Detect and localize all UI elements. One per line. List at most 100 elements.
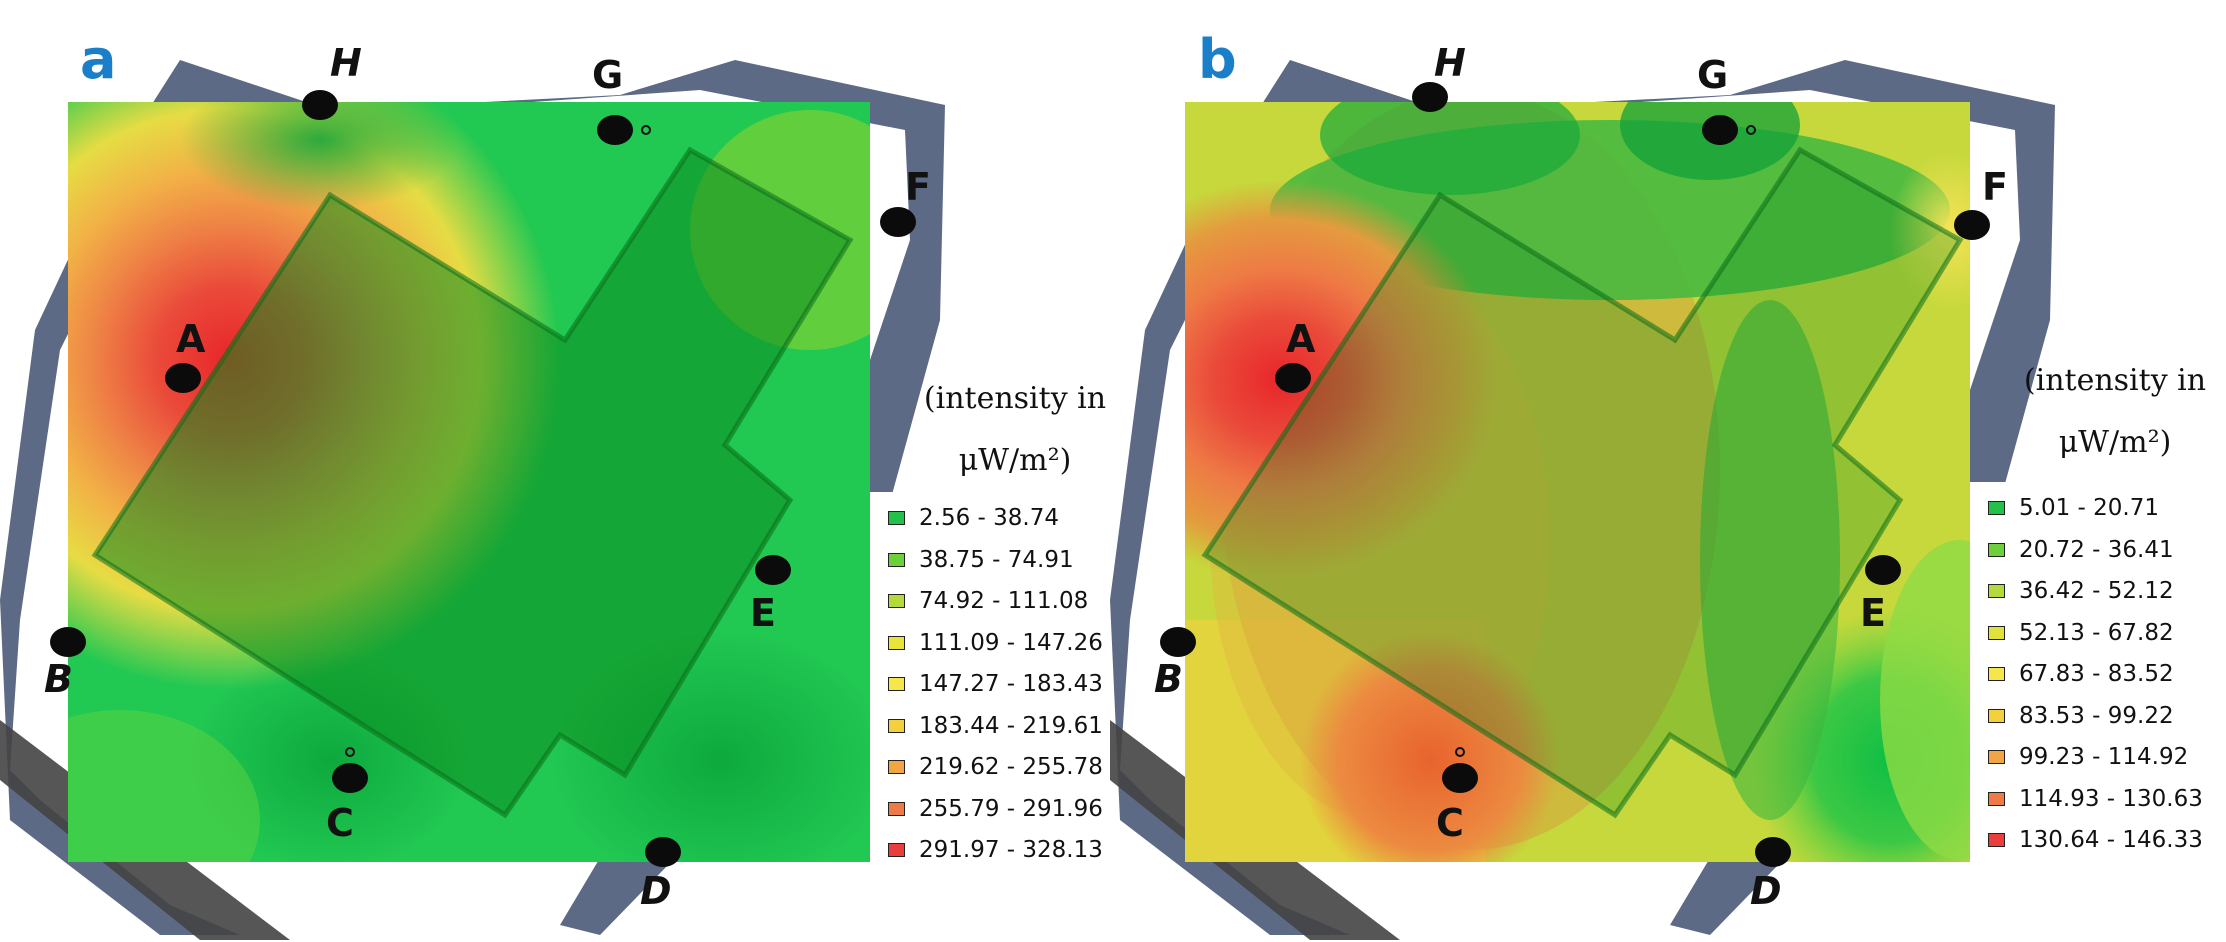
legend-swatch bbox=[888, 801, 905, 816]
point-label-e: E bbox=[750, 591, 776, 635]
point-e-marker bbox=[1865, 555, 1901, 585]
legend-item: 52.13 - 67.82 bbox=[1988, 617, 2174, 649]
point-label-d: D bbox=[640, 869, 672, 913]
legend-range-label: 219.62 - 255.78 bbox=[919, 754, 1103, 780]
legend-range-label: 2.56 - 38.74 bbox=[919, 505, 1059, 531]
panel-a: A B C D E F G H a (intensity in μW/m²) 2… bbox=[0, 0, 1110, 942]
point-label-b: B bbox=[1154, 657, 1183, 701]
legend-range-label: 74.92 - 111.08 bbox=[919, 588, 1089, 614]
legend-swatch bbox=[1988, 833, 2005, 847]
point-h-marker bbox=[1412, 82, 1448, 112]
point-labels: A B C D E F G H bbox=[44, 41, 931, 913]
legend-item: 38.75 - 74.91 bbox=[888, 544, 1074, 576]
point-d-marker bbox=[1755, 837, 1791, 867]
legend-title-b: (intensity in μW/m²) bbox=[2023, 363, 2207, 460]
intensity-map-a: A B C D E F G H bbox=[0, 41, 945, 940]
legend-item: 67.83 - 83.52 bbox=[1988, 658, 2174, 690]
panel-label-a: a bbox=[80, 28, 117, 91]
legend-swatch bbox=[1988, 750, 2005, 764]
legend-item: 255.79 - 291.96 bbox=[888, 793, 1103, 825]
legend-range-label: 38.75 - 74.91 bbox=[919, 546, 1074, 573]
point-a-marker bbox=[1275, 363, 1311, 393]
measurement-points bbox=[1160, 82, 1990, 867]
panel-b: A B C D E F G H b (intensity in μW/m²) 5… bbox=[1110, 0, 2220, 942]
point-f-marker bbox=[1954, 210, 1990, 240]
point-f-marker bbox=[880, 207, 916, 237]
legend-swatch bbox=[1988, 625, 2005, 640]
point-b-marker bbox=[50, 627, 86, 657]
point-label-c: C bbox=[1436, 801, 1464, 845]
legend-swatch bbox=[1988, 708, 2005, 723]
point-label-a: A bbox=[1286, 317, 1316, 361]
legend-swatch bbox=[888, 760, 905, 774]
point-labels: A B C D E F G H bbox=[1154, 41, 2008, 913]
point-h-marker bbox=[302, 90, 338, 120]
legend-range-label: 114.93 - 130.63 bbox=[2019, 785, 2203, 812]
legend-range-label: 291.97 - 328.13 bbox=[919, 837, 1103, 863]
legend-range-label: 183.44 - 219.61 bbox=[919, 712, 1103, 739]
legend-swatch bbox=[888, 635, 905, 650]
point-label-g: G bbox=[1697, 53, 1728, 97]
legend-range-label: 5.01 - 20.71 bbox=[2019, 495, 2159, 521]
building-footprint bbox=[91, 146, 854, 819]
point-b-marker bbox=[1160, 627, 1196, 657]
legend-range-label: 52.13 - 67.82 bbox=[2019, 619, 2174, 646]
heatmap-b bbox=[1185, 102, 1970, 862]
legend-swatch bbox=[888, 843, 905, 857]
panel-label-b: b bbox=[1198, 28, 1237, 91]
legend-range-label: 147.27 - 183.43 bbox=[919, 671, 1103, 697]
legend-item: 2.56 - 38.74 bbox=[888, 502, 1059, 534]
point-c-marker bbox=[332, 763, 368, 793]
building-footprint bbox=[1201, 146, 1964, 819]
point-g-marker bbox=[1702, 115, 1738, 145]
legend-item: 147.27 - 183.43 bbox=[888, 668, 1103, 700]
legend-item: 5.01 - 20.71 bbox=[1988, 492, 2159, 524]
legend-item: 111.09 - 147.26 bbox=[888, 627, 1103, 659]
legend-swatch bbox=[888, 594, 905, 608]
point-label-e: E bbox=[1860, 591, 1886, 635]
legend-range-label: 255.79 - 291.96 bbox=[919, 795, 1103, 822]
legend-range-label: 111.09 - 147.26 bbox=[919, 629, 1103, 656]
point-g-marker bbox=[597, 115, 633, 145]
legend-item: 219.62 - 255.78 bbox=[888, 751, 1103, 783]
legend-swatch bbox=[1988, 542, 2005, 557]
legend-item: 36.42 - 52.12 bbox=[1988, 575, 2174, 607]
legend-item: 99.23 - 114.92 bbox=[1988, 741, 2188, 773]
point-label-f: F bbox=[1982, 165, 2008, 209]
point-e-marker bbox=[755, 555, 791, 585]
legend-range-label: 36.42 - 52.12 bbox=[2019, 578, 2174, 604]
point-label-h: H bbox=[1434, 41, 1466, 85]
legend-range-label: 20.72 - 36.41 bbox=[2019, 536, 2174, 563]
legend-swatch bbox=[888, 718, 905, 733]
legend-item: 183.44 - 219.61 bbox=[888, 710, 1103, 742]
legend-item: 130.64 - 146.33 bbox=[1988, 824, 2203, 856]
legend-range-label: 83.53 - 99.22 bbox=[2019, 702, 2174, 729]
point-label-f: F bbox=[905, 165, 931, 209]
legend-a: 2.56 - 38.74 38.75 - 74.91 74.92 - 111.08 1… bbox=[870, 492, 1110, 872]
point-label-d: D bbox=[1750, 869, 1782, 913]
point-d-marker bbox=[645, 837, 681, 867]
measurement-points bbox=[50, 90, 916, 867]
legend-swatch bbox=[1988, 791, 2005, 806]
legend-swatch bbox=[1988, 667, 2005, 681]
legend-swatch bbox=[888, 677, 905, 691]
intensity-map-b: A B C D E F G H bbox=[1110, 41, 2055, 940]
legend-range-label: 130.64 - 146.33 bbox=[2019, 827, 2203, 853]
legend-item: 83.53 - 99.22 bbox=[1988, 700, 2174, 732]
legend-item: 20.72 - 36.41 bbox=[1988, 534, 2174, 566]
point-a-marker bbox=[165, 363, 201, 393]
point-label-h: H bbox=[330, 41, 362, 85]
point-label-b: B bbox=[44, 657, 73, 701]
legend-range-label: 67.83 - 83.52 bbox=[2019, 661, 2174, 687]
legend-item: 74.92 - 111.08 bbox=[888, 585, 1088, 617]
point-label-a: A bbox=[176, 317, 206, 361]
legend-range-label: 99.23 - 114.92 bbox=[2019, 744, 2189, 770]
point-label-c: C bbox=[326, 801, 354, 845]
legend-item: 114.93 - 130.63 bbox=[1988, 783, 2203, 815]
legend-swatch bbox=[888, 552, 905, 567]
legend-swatch bbox=[1988, 584, 2005, 598]
point-c-marker bbox=[1442, 763, 1478, 793]
legend-swatch bbox=[888, 511, 905, 525]
point-label-g: G bbox=[592, 53, 623, 97]
legend-b: 5.01 - 20.71 20.72 - 36.41 36.42 - 52.12 52… bbox=[1970, 482, 2220, 872]
